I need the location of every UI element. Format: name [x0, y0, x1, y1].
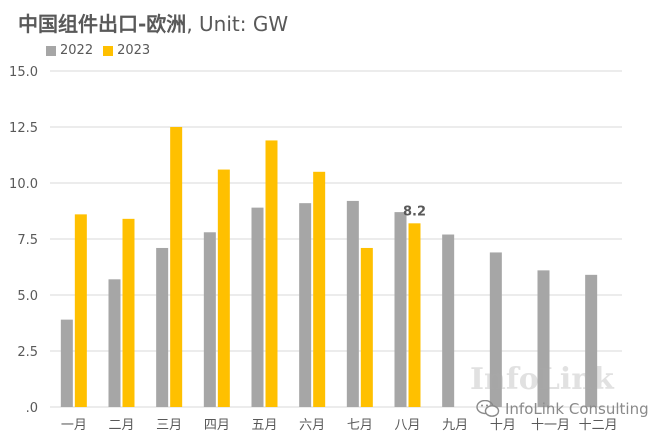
y-tick-label: 10.0 [9, 177, 38, 192]
legend-label-2022: 2022 [60, 43, 94, 58]
bar-2023 [74, 214, 87, 407]
data-label: 8.2 [403, 204, 426, 219]
x-tick-label: 四月 [204, 418, 230, 433]
bar-2022 [156, 247, 169, 407]
bar-2023 [313, 171, 326, 407]
bar-2023 [360, 247, 373, 407]
bar-2023 [265, 140, 278, 407]
bar-2022 [394, 212, 407, 407]
bar-2022 [489, 252, 502, 407]
bar-2022 [203, 232, 216, 407]
y-tick-label: 15.0 [9, 65, 38, 80]
legend: 2022 2023 [46, 43, 150, 58]
y-tick-label: 2.5 [17, 345, 38, 360]
y-tick-label: 12.5 [9, 121, 38, 136]
chart-title-main: 中国组件出口-欧洲 [18, 12, 187, 36]
y-tick-label: .0 [26, 401, 38, 416]
bar-2023 [122, 218, 135, 407]
bar-2022 [108, 279, 121, 407]
x-tick-label: 九月 [442, 418, 468, 433]
bar-2022 [537, 270, 550, 407]
y-tick-label: 7.5 [17, 233, 38, 248]
legend-swatch-2023 [103, 45, 114, 56]
y-tick-label: 5.0 [17, 289, 38, 304]
x-tick-label: 三月 [156, 418, 182, 433]
bar-2022 [251, 207, 264, 407]
bar-2023 [170, 127, 183, 407]
bar-2022 [585, 274, 598, 407]
bar-2022 [60, 319, 73, 407]
x-tick-label: 十月 [490, 418, 516, 433]
wechat-icon [476, 400, 500, 417]
credit: InfoLink Consulting [476, 400, 649, 418]
bar-2022 [346, 200, 359, 407]
legend-swatch-2022 [46, 45, 56, 56]
legend-item-2022: 2022 [46, 43, 93, 58]
x-tick-label: 一月 [61, 418, 87, 433]
x-tick-label: 十一月 [531, 418, 570, 433]
x-tick-label: 二月 [108, 418, 134, 433]
bar-2023 [217, 169, 230, 407]
legend-label-2023: 2023 [117, 43, 151, 58]
watermark-logo: InfoLink [470, 362, 614, 397]
x-tick-label: 八月 [394, 418, 420, 433]
bar-2022 [299, 203, 312, 407]
legend-item-2023: 2023 [103, 43, 150, 58]
chart-title: 中国组件出口-欧洲, Unit: GW [18, 8, 288, 37]
chart-title-unit: , Unit: GW [186, 12, 289, 36]
x-tick-label: 十二月 [579, 418, 618, 433]
x-tick-label: 五月 [251, 418, 277, 433]
credit-text: InfoLink Consulting [505, 400, 649, 418]
bar-2023 [408, 223, 421, 407]
x-tick-label: 七月 [347, 418, 373, 433]
bar-2022 [442, 234, 455, 407]
x-tick-label: 六月 [299, 418, 325, 433]
